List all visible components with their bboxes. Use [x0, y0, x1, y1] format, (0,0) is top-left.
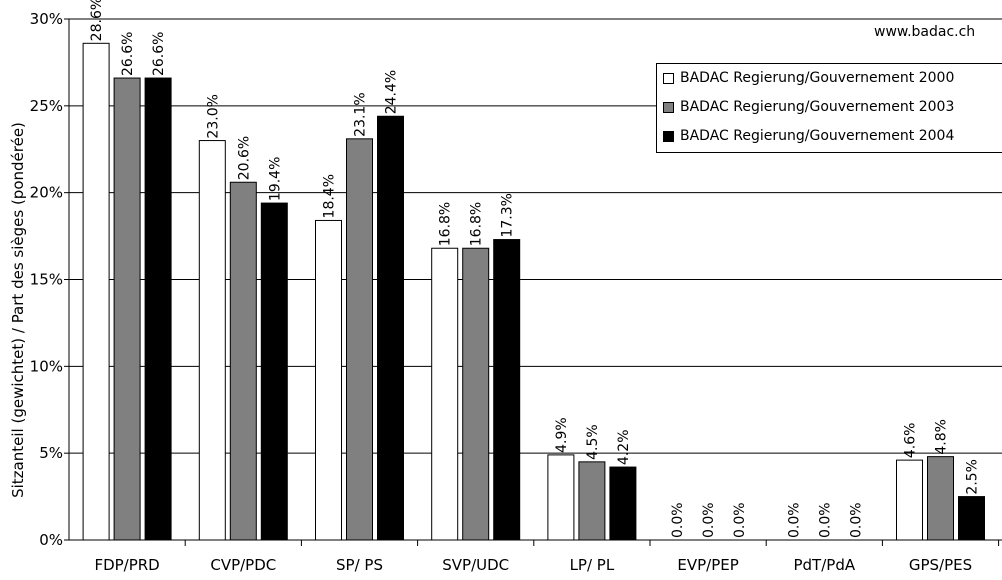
legend-label-2004: BADAC Regierung/Gouvernement 2004 [680, 128, 955, 144]
legend-item-2000: BADAC Regierung/Gouvernement 2000 [663, 68, 954, 88]
data-label: 4.5% [585, 424, 601, 460]
data-label: 17.3% [500, 193, 516, 237]
x-tick-label: SP/ PS [336, 556, 383, 574]
legend: BADAC Regierung/Gouvernement 2000 BADAC … [656, 63, 1002, 153]
x-tick-label: FDP/PRD [94, 556, 159, 574]
data-label: 23.1% [353, 92, 369, 136]
y-tick-label: 15% [30, 271, 63, 289]
legend-swatch-2004 [663, 130, 674, 142]
data-label: 23.0% [205, 94, 221, 138]
bar [958, 496, 985, 541]
data-label: 19.4% [267, 157, 283, 201]
bar [113, 77, 141, 541]
data-label: 24.4% [384, 70, 400, 114]
data-label: 0.0% [732, 502, 748, 538]
source-note: www.badac.ch [874, 24, 976, 40]
bar [431, 247, 459, 541]
bars [82, 42, 985, 541]
bar [377, 115, 404, 541]
y-tick-label: 25% [30, 97, 63, 115]
bar [547, 454, 575, 541]
bar [493, 239, 521, 541]
legend-item-2003: BADAC Regierung/Gouvernement 2003 [663, 97, 954, 117]
legend-label-2003: BADAC Regierung/Gouvernement 2003 [680, 99, 955, 115]
bar [144, 77, 172, 541]
y-tick-label: 20% [30, 184, 63, 202]
bar [896, 459, 923, 541]
bar [198, 140, 226, 541]
x-tick-label: LP/ PL [570, 556, 615, 574]
data-label: 0.0% [848, 502, 864, 538]
data-label: 16.8% [469, 202, 485, 246]
bar [82, 42, 110, 541]
x-tick-label: SVP/UDC [442, 556, 509, 574]
data-label: 26.6% [120, 32, 136, 76]
legend-swatch-2003 [663, 101, 674, 113]
x-tick-label: EVP/PEP [677, 556, 738, 574]
data-label: 4.2% [616, 429, 632, 465]
legend-item-2004: BADAC Regierung/Gouvernement 2004 [663, 126, 954, 146]
bar [927, 456, 954, 541]
y-tick-label: 0% [39, 531, 63, 549]
x-tick-label: PdT/PdA [793, 556, 855, 574]
legend-label-2000: BADAC Regierung/Gouvernement 2000 [680, 70, 955, 86]
bar [229, 181, 257, 541]
data-label: 20.6% [236, 136, 252, 180]
data-label: 16.8% [438, 202, 454, 246]
y-axis-title: Sitzanteil (gewichtet) / Part des sièges… [9, 122, 27, 498]
bar [609, 466, 637, 541]
bar [260, 202, 288, 541]
data-labels: 28.6% 23.0% 18.4% 16.8% 4.9% 0.0% 0.0% 4.6% 26.6… [89, 0, 980, 538]
data-label: 0.0% [670, 502, 686, 538]
y-tick-label: 30% [30, 10, 63, 28]
data-label: 2.5% [965, 459, 981, 495]
bar [462, 247, 490, 541]
x-tick-label: GPS/PES [909, 556, 972, 574]
data-label: 28.6% [89, 0, 105, 41]
data-label: 0.0% [786, 502, 802, 538]
bar [346, 138, 373, 541]
y-tick-label: 5% [39, 444, 63, 462]
data-label: 0.0% [701, 502, 717, 538]
data-label: 0.0% [817, 502, 833, 538]
data-label: 4.6% [903, 423, 919, 459]
bar [315, 219, 342, 541]
data-label: 18.4% [322, 174, 338, 218]
data-label: 4.9% [554, 417, 570, 453]
bar [578, 461, 606, 541]
y-tick-label: 10% [30, 357, 63, 375]
x-tick-label: CVP/PDC [210, 556, 276, 574]
data-label: 4.8% [934, 419, 950, 455]
legend-swatch-2000 [663, 72, 674, 84]
axes: 0% 5% 10% 15% 20% 25% 30% FDP/PRD CVP/PDC SP/ PS S… [30, 10, 1002, 574]
data-label: 26.6% [151, 32, 167, 76]
